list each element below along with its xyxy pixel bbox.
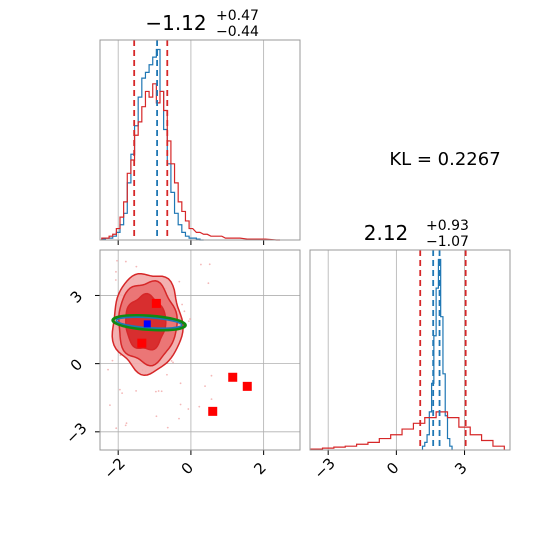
scatter-point — [172, 361, 174, 364]
scatter-point — [116, 259, 118, 262]
scatter-point — [204, 385, 206, 388]
red-square-marker — [228, 372, 238, 382]
scatter-point — [124, 424, 127, 427]
scatter-x-tick-label: −2 — [100, 454, 128, 482]
green-contour — [111, 313, 187, 332]
top-histogram-panel — [99, 39, 301, 245]
top-hist-series-blue — [101, 48, 204, 241]
scatter-point — [124, 260, 127, 263]
right-hist-series-blue — [421, 258, 453, 450]
top-title-sup: +0.47 — [216, 8, 259, 24]
scatter-point — [118, 388, 121, 391]
scatter-point — [125, 422, 128, 425]
scatter-point — [107, 368, 109, 371]
top-hist-series-red — [101, 83, 280, 241]
scatter-point — [210, 374, 213, 377]
right-x-tick-label: −3 — [310, 454, 338, 482]
scatter-point — [187, 408, 190, 410]
scatter-point — [109, 404, 111, 407]
scatter-point — [178, 280, 181, 283]
right-x-tick-label: 0 — [383, 459, 402, 478]
scatter-x-tick-label: 0 — [178, 459, 197, 478]
right-histogram-title: 2.12 — [364, 221, 409, 245]
scatter-point — [207, 282, 210, 285]
scatter-point — [114, 279, 117, 281]
scatter-point — [208, 263, 211, 266]
scatter-point — [189, 318, 191, 320]
right-histogram-panel: −3 0 3 — [309, 249, 511, 483]
red-square-marker — [151, 298, 161, 308]
scatter-x-tick-label: 2 — [250, 459, 269, 478]
scatter-point — [178, 417, 180, 420]
right-x-tick-label: 3 — [451, 459, 470, 478]
scatter-point — [121, 392, 124, 395]
scatter-point — [166, 426, 169, 429]
red-square-marker — [137, 338, 147, 348]
scatter-point — [179, 403, 182, 406]
top-panel-frame — [99, 39, 301, 241]
scatter-point — [181, 303, 183, 306]
right-hist-series-red — [310, 411, 505, 450]
scatter-point — [183, 310, 186, 313]
top-title-value: −1.12 — [145, 11, 206, 35]
blue-contour — [115, 316, 183, 330]
scatter-y-tick-label: −3 — [62, 419, 90, 447]
scatter-point — [135, 390, 137, 392]
scatter-point — [157, 390, 160, 392]
red-square-marker — [242, 381, 252, 391]
top-title-sub: −0.44 — [216, 24, 259, 40]
scatter-point — [210, 398, 213, 401]
scatter-point — [115, 427, 118, 430]
scatter-point — [166, 373, 168, 376]
scatter-point — [179, 382, 182, 385]
kl-annotation: KL = 0.2267 — [389, 149, 500, 170]
scatter-point — [111, 359, 114, 362]
scatter-y-tick-label: 3 — [67, 287, 86, 306]
right-title-value: 2.12 — [364, 221, 409, 245]
scatter-panel-frame — [99, 249, 301, 451]
right-title-sup: +0.93 — [426, 218, 469, 234]
scatter-point — [198, 405, 201, 408]
scatter-point — [170, 359, 173, 362]
right-title-sub: −1.07 — [426, 234, 469, 250]
scatter-contour-panel: −2 0 2 −3 0 3 — [62, 249, 301, 483]
scatter-point — [115, 270, 117, 273]
scatter-point — [135, 265, 138, 268]
right-panel-frame — [309, 249, 511, 451]
blue-square-marker — [143, 320, 151, 328]
top-histogram-title: −1.12 — [145, 11, 206, 35]
red-square-marker — [208, 406, 218, 416]
scatter-point — [200, 263, 202, 266]
scatter-point — [187, 320, 190, 323]
scatter-point — [154, 390, 157, 393]
scatter-point — [155, 415, 158, 418]
scatter-y-tick-label: 0 — [67, 355, 86, 374]
scatter-point — [160, 390, 163, 393]
